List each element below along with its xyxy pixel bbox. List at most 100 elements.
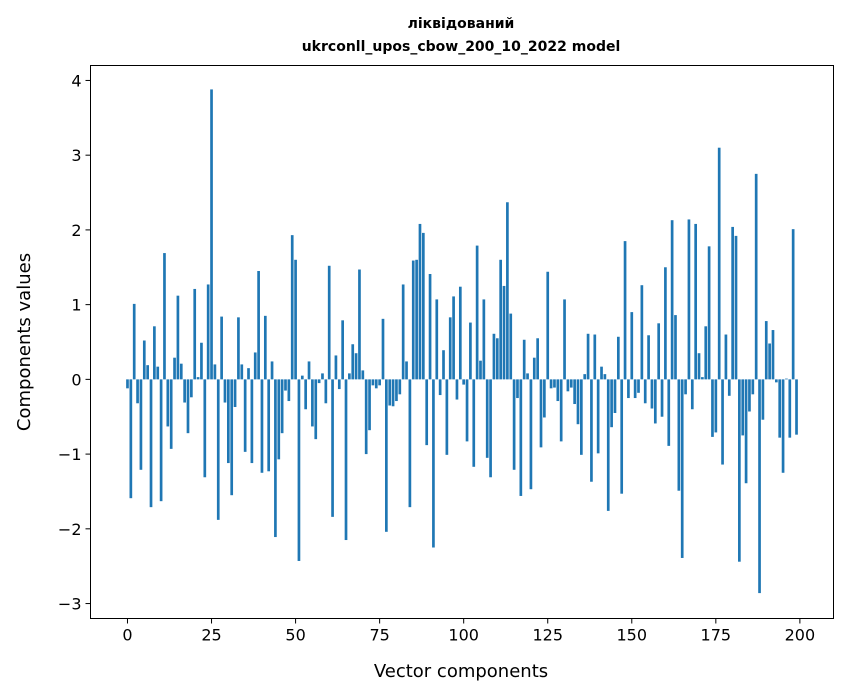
bar-component-66 [348, 373, 351, 380]
bar-component-13 [169, 379, 173, 449]
bar-component-67 [351, 344, 355, 380]
bar-component-73 [371, 379, 375, 386]
bar-component-104 [475, 245, 479, 380]
bar-component-78 [388, 379, 392, 406]
bar-component-196 [785, 378, 788, 380]
bar-component-4 [139, 379, 143, 470]
bar-component-61 [331, 379, 334, 517]
bar-component-141 [600, 366, 603, 380]
bar-component-198 [791, 229, 795, 380]
bar-component-81 [398, 379, 402, 395]
bar-component-44 [274, 379, 277, 538]
bar-component-84 [408, 379, 412, 508]
bar-component-193 [775, 379, 778, 383]
bar-component-137 [586, 333, 590, 380]
bar-component-171 [701, 377, 704, 380]
chart-title-line2: ukrconll_upos_cbow_200_10_2022 model [302, 39, 621, 55]
bar-component-153 [640, 285, 644, 380]
bar-component-114 [509, 313, 513, 380]
y-tick-label: 0 [71, 370, 81, 389]
bar-component-40 [260, 379, 264, 473]
bar-component-107 [485, 379, 489, 458]
x-axis-label: Vector components [374, 661, 548, 682]
y-tick-label: 2 [71, 221, 81, 240]
bar-component-8 [153, 326, 156, 380]
bar-component-173 [707, 246, 711, 380]
x-tick-label: 200 [785, 626, 816, 645]
bar-component-62 [334, 355, 338, 380]
bar-component-45 [277, 379, 281, 460]
bar-component-21 [196, 377, 200, 380]
bar-component-43 [270, 361, 274, 380]
bar-component-145 [613, 379, 617, 413]
bar-component-80 [395, 379, 398, 402]
bar-component-35 [243, 379, 247, 452]
x-axis-ticks: 0 25 50 75 100 125 150 175 200 [122, 618, 816, 645]
bar-component-11 [163, 253, 166, 380]
bar-component-109 [492, 333, 496, 380]
bar-component-154 [643, 379, 647, 404]
bar-component-7 [149, 379, 153, 508]
bar-component-100 [462, 379, 466, 385]
bar-component-47 [284, 379, 287, 391]
bar-component-125 [546, 271, 550, 380]
bar-component-142 [603, 374, 607, 380]
bar-component-108 [489, 379, 492, 478]
bar-component-90 [428, 273, 432, 380]
bar-component-48 [287, 379, 291, 402]
bar-component-182 [738, 379, 741, 562]
y-tick-label: −2 [58, 520, 82, 539]
bar-component-22 [200, 342, 203, 380]
bar-component-195 [781, 379, 785, 473]
bar-component-167 [687, 219, 691, 380]
bar-component-111 [499, 259, 503, 380]
y-tick-label: 4 [71, 71, 81, 90]
bar-component-106 [482, 299, 486, 380]
bar-component-59 [324, 379, 328, 404]
bar-component-186 [751, 379, 755, 395]
bar-component-169 [694, 223, 698, 380]
bar-component-56 [314, 379, 318, 440]
y-tick-label: −1 [58, 445, 82, 464]
bar-component-176 [717, 147, 721, 380]
x-tick-label: 25 [201, 626, 221, 645]
bar-component-98 [455, 379, 459, 400]
bar-component-88 [421, 232, 425, 380]
bar-component-190 [764, 321, 768, 380]
bar-component-49 [290, 235, 294, 380]
bar-component-116 [516, 379, 519, 399]
plot-frame [90, 65, 834, 619]
bar-component-70 [361, 370, 365, 380]
bar-component-53 [304, 379, 308, 410]
x-tick-label: 75 [369, 626, 389, 645]
bar-component-131 [566, 379, 570, 392]
bar-component-120 [529, 379, 533, 490]
bar-component-118 [522, 339, 526, 380]
bar-component-94 [442, 350, 445, 380]
bar-component-184 [744, 379, 748, 484]
bar-component-87 [418, 223, 422, 380]
bar-component-68 [354, 353, 358, 380]
bar-component-19 [190, 379, 193, 398]
x-tick-label: 125 [532, 626, 563, 645]
bar-component-37 [250, 379, 254, 464]
bar-component-112 [502, 285, 506, 380]
bar-component-152 [637, 379, 640, 393]
bar-component-23 [203, 379, 207, 478]
bar-component-10 [159, 379, 163, 502]
bar-component-46 [280, 379, 284, 434]
bar-component-189 [761, 379, 765, 420]
bar-component-50 [294, 259, 297, 380]
bar-component-96 [448, 317, 452, 380]
bar-component-161 [667, 379, 671, 446]
y-tick-label: 3 [71, 146, 81, 165]
x-tick-label: 50 [285, 626, 305, 645]
bar-component-74 [374, 379, 378, 389]
bar-component-42 [267, 379, 271, 472]
bar-component-99 [458, 286, 462, 380]
bar-component-143 [606, 379, 610, 511]
bar-component-12 [166, 379, 170, 427]
bar-component-187 [754, 173, 758, 380]
bar-component-103 [472, 379, 476, 467]
bar-component-95 [445, 379, 449, 455]
